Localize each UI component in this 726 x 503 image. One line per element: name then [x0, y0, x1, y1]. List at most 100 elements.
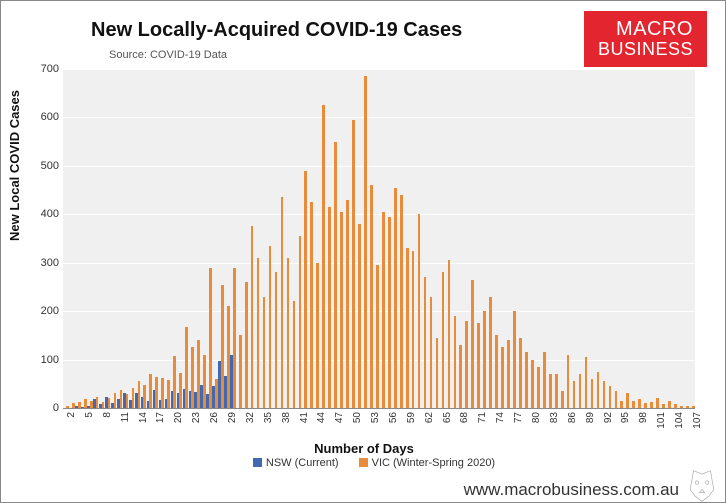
- bar: [322, 105, 325, 408]
- y-tick-label: 400: [31, 208, 59, 220]
- y-tick-label: 700: [31, 63, 59, 75]
- bar: [400, 195, 403, 408]
- bar: [340, 212, 343, 408]
- x-tick-label: 98: [638, 412, 649, 423]
- bar: [662, 404, 665, 408]
- gridline: [63, 69, 695, 70]
- x-tick-label: 50: [352, 412, 363, 423]
- y-tick-label: 300: [31, 257, 59, 269]
- bar: [72, 403, 75, 408]
- bar: [316, 263, 319, 408]
- bar: [84, 399, 87, 408]
- x-tick-label: 74: [495, 412, 506, 423]
- bar: [686, 406, 689, 408]
- bar: [603, 381, 606, 408]
- bar: [149, 374, 152, 408]
- bar: [567, 355, 570, 408]
- bar: [167, 380, 170, 408]
- x-tick-label: 32: [245, 412, 256, 423]
- chart-container: MACRO BUSINESS New Locally-Acquired COVI…: [0, 0, 726, 503]
- legend-label: NSW (Current): [266, 457, 339, 469]
- bar: [668, 401, 671, 408]
- bar: [591, 379, 594, 408]
- bar: [185, 327, 188, 408]
- bar: [263, 297, 266, 408]
- x-tick-label: 44: [316, 412, 327, 423]
- bar: [412, 251, 415, 408]
- bar: [120, 390, 123, 408]
- bar: [650, 402, 653, 408]
- bar: [90, 401, 93, 408]
- bar: [358, 224, 361, 408]
- bar: [495, 335, 498, 408]
- bar: [161, 378, 164, 408]
- x-tick-label: 8: [102, 412, 113, 418]
- bar: [328, 207, 331, 408]
- bar: [66, 406, 69, 408]
- bar: [638, 399, 641, 408]
- bar: [692, 406, 695, 408]
- bar: [436, 338, 439, 408]
- gridline: [63, 117, 695, 118]
- legend: NSW (Current)VIC (Winter-Spring 2020): [1, 457, 726, 469]
- x-tick-label: 59: [406, 412, 417, 423]
- bar: [197, 340, 200, 408]
- bar: [579, 374, 582, 408]
- x-tick-label: 56: [388, 412, 399, 423]
- bar: [191, 347, 194, 408]
- bar: [609, 386, 612, 408]
- chart-source: Source: COVID-19 Data: [109, 49, 227, 61]
- logo-line-2: BUSINESS: [598, 40, 693, 59]
- bar: [537, 367, 540, 408]
- bar: [275, 272, 278, 408]
- x-tick-label: 80: [531, 412, 542, 423]
- bar: [483, 311, 486, 408]
- bar: [245, 282, 248, 408]
- bar: [507, 340, 510, 408]
- x-tick-label: 5: [84, 412, 95, 418]
- x-tick-label: 71: [477, 412, 488, 423]
- bar: [370, 185, 373, 408]
- x-tick-label: 41: [299, 412, 310, 423]
- x-tick-label: 89: [585, 412, 596, 423]
- bar: [549, 374, 552, 408]
- x-tick-label: 92: [603, 412, 614, 423]
- bar: [555, 374, 558, 408]
- x-tick-label: 47: [334, 412, 345, 423]
- bar: [680, 406, 683, 408]
- bar: [173, 356, 176, 408]
- y-tick-label: 600: [31, 111, 59, 123]
- x-tick-label: 53: [370, 412, 381, 423]
- bar: [388, 217, 391, 408]
- bar: [293, 301, 296, 408]
- gridline: [63, 166, 695, 167]
- y-tick-label: 0: [31, 402, 59, 414]
- chart-title: New Locally-Acquired COVID-19 Cases: [91, 19, 462, 42]
- footer-url: www.macrobusiness.com.au: [464, 480, 679, 500]
- bar: [227, 306, 230, 408]
- bar: [465, 321, 468, 408]
- bar: [561, 391, 564, 408]
- x-tick-label: 20: [173, 412, 184, 423]
- bar: [143, 385, 146, 408]
- x-axis-label: Number of Days: [1, 441, 726, 456]
- bar: [442, 272, 445, 408]
- bar: [424, 277, 427, 408]
- bar: [209, 268, 212, 408]
- x-tick-label: 17: [155, 412, 166, 423]
- x-tick-label: 11: [120, 412, 131, 422]
- bar: [126, 394, 129, 408]
- bar: [430, 297, 433, 408]
- bar: [233, 268, 236, 408]
- bar: [138, 381, 141, 408]
- bar: [615, 391, 618, 408]
- x-tick-label: 86: [567, 412, 578, 423]
- bar: [543, 352, 546, 408]
- bar: [203, 355, 206, 408]
- bar: [78, 402, 81, 408]
- bar: [418, 214, 421, 408]
- bar: [394, 188, 397, 408]
- x-tick-label: 95: [620, 412, 631, 423]
- bar: [299, 236, 302, 408]
- x-tick-label: 26: [209, 412, 220, 423]
